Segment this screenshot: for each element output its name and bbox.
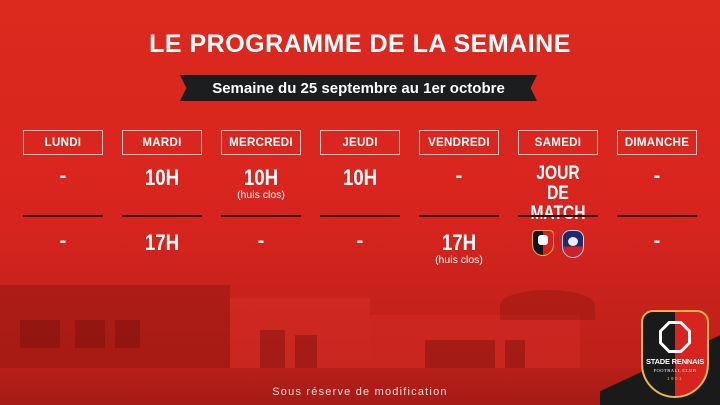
building-right [370,315,580,370]
afternoon-time: 17H [144,230,180,255]
day-header: MERCREDI [221,130,301,155]
afternoon-time: 17H [441,230,477,255]
afternoon-slot: - [617,231,697,251]
morning-time: 10H [243,165,279,190]
building-left [0,285,230,370]
afternoon-time: - [59,230,67,252]
separator [320,215,400,217]
window [425,340,495,368]
match-crests [518,230,598,258]
window [75,320,105,348]
day-header: JEUDI [320,130,400,155]
sm-caen-crest-icon [562,230,584,258]
match-day-line2: MATCH [530,203,586,224]
morning-slot: JOUR DE MATCH [518,164,598,224]
afternoon-time: - [653,230,661,252]
morning-time: 10H [144,165,180,190]
morning-time: 10H [342,165,378,190]
day-header: MARDI [122,130,202,155]
morning-slot: 10H (huis clos) [221,166,301,201]
day-header: LUNDI [23,130,103,155]
logo-emblem-icon [659,321,691,353]
page-title: LE PROGRAMME DE LA SEMAINE [149,30,571,58]
disclaimer: Sous réserve de modification [272,386,448,398]
day-column-mercredi: MERCREDI 10H (huis clos) - [221,130,301,251]
logo-name: STADE RENNAIS [645,357,705,366]
afternoon-slot [518,228,598,258]
logo-subtitle: FOOTBALL CLUB [653,368,697,373]
afternoon-note: (huis clos) [435,254,483,266]
day-column-mardi: MARDI 10H 17H [122,130,202,255]
logo-year: 1901 [666,376,683,381]
afternoon-slot: - [221,231,301,251]
day-column-dimanche: DIMANCHE - - [617,130,697,251]
separator [518,215,598,217]
separator [23,215,103,217]
window [20,320,60,348]
afternoon-slot: - [320,231,400,251]
afternoon-slot: - [23,231,103,251]
morning-time: - [59,165,67,187]
day-header: DIMANCHE [617,130,697,155]
window [115,320,140,348]
morning-slot: - [23,166,103,186]
window [505,340,525,368]
morning-time: - [455,165,463,187]
afternoon-time: - [257,230,265,252]
day-column-jeudi: JEUDI 10H - [320,130,400,251]
separator [617,215,697,217]
separator [221,215,301,217]
day-column-lundi: LUNDI - - [23,130,103,251]
stade-rennais-logo: STADE RENNAIS FOOTBALL CLUB 1901 [641,310,709,398]
week-banner-text: Semaine du 25 septembre au 1er octobre [212,79,505,97]
day-column-vendredi: VENDREDI - 17H (huis clos) [419,130,499,266]
morning-slot: 10H [320,166,400,190]
week-banner: Semaine du 25 septembre au 1er octobre [180,75,537,101]
morning-slot: - [617,166,697,186]
building-middle [230,298,370,370]
separator [419,215,499,217]
morning-slot: 10H [122,166,202,190]
window [260,330,285,368]
day-header: SAMEDI [518,130,598,155]
match-day-line1: JOUR DE [536,163,580,204]
separator [122,215,202,217]
day-column-samedi: SAMEDI JOUR DE MATCH [518,130,598,258]
window [295,335,317,368]
day-header: VENDREDI [419,130,499,155]
afternoon-time: - [356,230,364,252]
stade-rennais-crest-icon [532,230,554,256]
morning-note: (huis clos) [237,189,285,201]
afternoon-slot: 17H [122,231,202,255]
tree [500,290,595,320]
morning-slot: - [419,166,499,186]
morning-time: - [653,165,661,187]
afternoon-slot: 17H (huis clos) [419,231,499,266]
